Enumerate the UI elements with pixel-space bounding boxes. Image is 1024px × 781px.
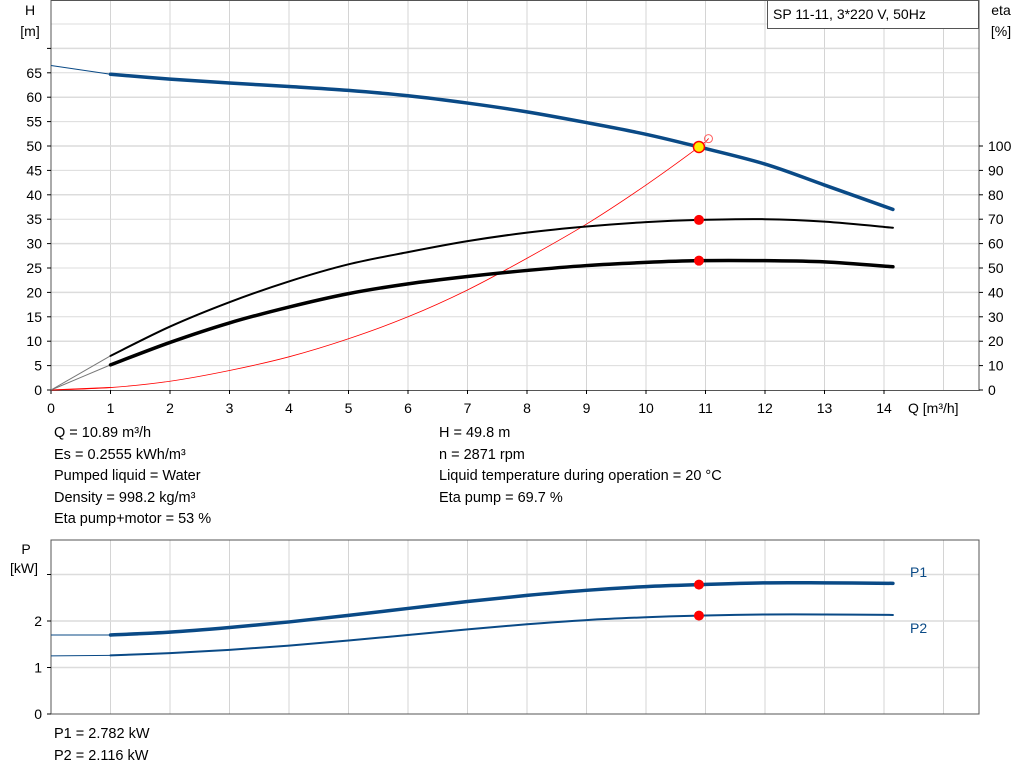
eta-pump-curve-extrapolated <box>50 355 111 391</box>
y2-tick-label: 90 <box>988 162 1004 178</box>
y2-tick-label: 70 <box>988 211 1004 227</box>
x-axis-label: Q [m³/h] <box>908 400 959 416</box>
x-tick-label: 1 <box>107 400 115 416</box>
y2-tick-label: 100 <box>988 138 1012 154</box>
x-tick-label: 2 <box>166 400 174 416</box>
info-eta-total: Eta pump+motor = 53 % <box>54 511 212 527</box>
y2-tick-label: 80 <box>988 187 1004 203</box>
y-tick-label: 2 <box>34 613 42 629</box>
eta-pump-duty-point <box>693 214 704 225</box>
chart-title: SP 11-11, 3*220 V, 50Hz <box>773 6 926 22</box>
y2-tick-label: 10 <box>988 358 1004 374</box>
head-duty-point <box>692 140 706 154</box>
x-tick-label: 10 <box>638 400 654 416</box>
y-tick-label: 15 <box>26 309 42 325</box>
y-tick-label: 55 <box>26 114 42 130</box>
eta-pump-curve <box>109 218 894 357</box>
p1-label: P1 <box>910 564 927 580</box>
eta-total-curve <box>108 258 895 367</box>
x-tick-label: 5 <box>345 400 353 416</box>
plot-frame <box>50 539 980 715</box>
y-tick-label: 10 <box>26 333 42 349</box>
y-axis-unit: [m] <box>20 23 39 39</box>
y-tick-label: 35 <box>26 211 42 227</box>
x-tick-label: 8 <box>523 400 531 416</box>
y-tick-label: 5 <box>34 358 42 374</box>
y-tick-label: 45 <box>26 162 42 178</box>
y2-axis-label: eta <box>991 2 1011 18</box>
info-right: H = 49.8 m n = 2871 rpm Liquid temperatu… <box>439 423 722 509</box>
plot-frame <box>50 0 980 391</box>
y-axis-label: P <box>21 541 30 557</box>
p1-duty-point <box>693 579 704 590</box>
y-tick-label: 30 <box>26 236 42 252</box>
x-tick-label: 13 <box>817 400 833 416</box>
y-tick-label: 1 <box>34 660 42 676</box>
system-curve <box>50 138 709 391</box>
p1-curve <box>108 580 895 637</box>
x-tick-label: 0 <box>47 400 55 416</box>
x-tick-label: 3 <box>226 400 234 416</box>
y-tick-label: 60 <box>26 89 42 105</box>
y2-tick-label: 60 <box>988 236 1004 252</box>
x-tick-label: 4 <box>285 400 293 416</box>
eta-total-curve-extrapolated <box>50 364 111 391</box>
x-tick-label: 7 <box>464 400 472 416</box>
y2-tick-label: 50 <box>988 260 1004 276</box>
p2-curve <box>109 613 894 657</box>
info-h: H = 49.8 m <box>439 425 511 441</box>
head-curve-extrapolated <box>50 64 111 75</box>
y-tick-label: 65 <box>26 65 42 81</box>
info-p2: P2 = 2.116 kW <box>54 747 149 764</box>
info-density: Density = 998.2 kg/m³ <box>54 489 196 506</box>
system-curve-end-marker <box>703 134 713 144</box>
info-n: n = 2871 rpm <box>439 446 525 463</box>
y-tick-label: 40 <box>26 187 42 203</box>
info-es: Es = 0.2555 kWh/m³ <box>54 446 186 463</box>
y-tick-label: 0 <box>34 706 42 722</box>
y-tick-label: 20 <box>26 284 42 300</box>
x-tick-label: 9 <box>583 400 591 416</box>
x-tick-label: 6 <box>404 400 412 416</box>
info-p1: P1 = 2.782 kW <box>54 726 150 742</box>
info-power: P1 = 2.782 kW P2 = 2.116 kW <box>54 724 150 767</box>
y2-tick-label: 40 <box>988 284 1004 300</box>
y-tick-label: 25 <box>26 260 42 276</box>
title-box <box>767 0 979 29</box>
x-tick-label: 14 <box>876 400 892 416</box>
p2-duty-point <box>693 610 704 621</box>
y2-tick-label: 20 <box>988 333 1004 349</box>
p2-label: P2 <box>910 620 927 636</box>
y2-tick-label: 30 <box>988 309 1004 325</box>
y2-axis-unit: [%] <box>991 23 1011 39</box>
x-tick-label: 12 <box>757 400 773 416</box>
y-tick-label: 50 <box>26 138 42 154</box>
y-tick-label: 0 <box>34 382 42 398</box>
info-liquid: Pumped liquid = Water <box>54 468 201 484</box>
head-curve <box>108 72 895 212</box>
eta-total-duty-point <box>693 255 704 266</box>
info-q: Q = 10.89 m³/h <box>54 425 152 441</box>
y-axis-label: H <box>25 2 35 18</box>
y-axis-unit: [kW] <box>10 560 38 576</box>
info-temp: Liquid temperature during operation = 20… <box>439 468 722 484</box>
info-left: Q = 10.89 m³/h Es = 0.2555 kWh/m³ Pumped… <box>54 423 211 531</box>
x-tick-label: 11 <box>698 400 713 416</box>
info-eta-pump: Eta pump = 69.7 % <box>439 489 563 506</box>
y2-tick-label: 0 <box>988 382 996 398</box>
